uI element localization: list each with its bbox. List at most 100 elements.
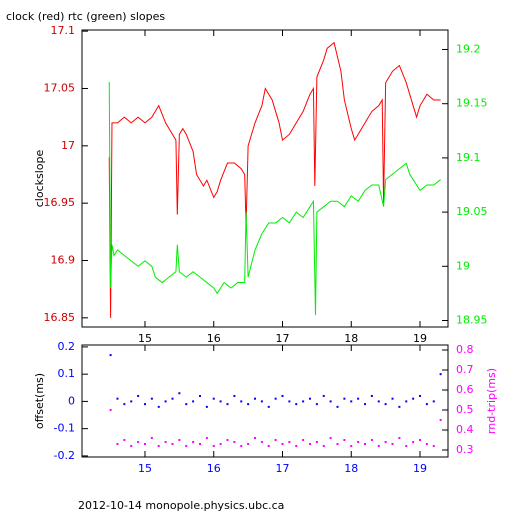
data-point [384, 441, 387, 443]
data-point [178, 439, 181, 441]
y2-tick-label: 0.7 [456, 363, 474, 376]
data-point [137, 441, 140, 443]
data-point [343, 397, 346, 400]
y-tick-label: 16.85 [44, 311, 76, 324]
y-tick-label: 0 [68, 394, 75, 407]
data-point [432, 445, 435, 447]
data-point [143, 443, 146, 445]
data-point [309, 443, 312, 445]
data-point [219, 400, 222, 403]
y2-tick-label: 19.05 [456, 205, 488, 218]
data-point [116, 397, 119, 400]
data-point [384, 403, 387, 406]
data-point [419, 439, 422, 441]
data-point [253, 437, 256, 439]
x-tick-label: 15 [138, 332, 152, 345]
data-point [281, 443, 284, 445]
x-tick-label: 16 [207, 332, 221, 345]
data-point [137, 394, 140, 397]
y-tick-label: 17.05 [44, 81, 76, 94]
data-point [240, 445, 243, 447]
data-point [295, 403, 298, 406]
data-point [233, 394, 236, 397]
data-point [377, 400, 380, 403]
data-point [192, 400, 195, 403]
data-point [157, 445, 160, 447]
y-tick-label: 17 [61, 139, 75, 152]
data-point [109, 409, 112, 411]
data-point [123, 439, 126, 441]
data-line [108, 82, 441, 316]
data-line [108, 41, 441, 318]
y-tick-label: -0.1 [54, 422, 75, 435]
data-point [192, 441, 195, 443]
data-point [329, 437, 332, 439]
data-point [315, 441, 318, 443]
data-point [309, 397, 312, 400]
data-point [274, 439, 277, 441]
data-point [247, 443, 250, 445]
y-axis-label: clockslope [33, 150, 46, 208]
x-tick-label: 15 [138, 462, 152, 475]
data-point [171, 397, 174, 400]
data-point [398, 405, 401, 408]
data-point [377, 445, 380, 447]
data-point [439, 419, 442, 421]
data-point [364, 403, 367, 406]
data-point [164, 400, 167, 403]
data-point [412, 441, 415, 443]
y-axis-label: offset(ms) [33, 373, 46, 429]
data-point [178, 392, 181, 395]
data-point [198, 443, 201, 445]
data-point [267, 445, 270, 447]
data-point [412, 397, 415, 400]
data-point [315, 403, 318, 406]
data-point [260, 441, 263, 443]
y2-tick-label: 0.6 [456, 383, 474, 396]
data-point [302, 400, 305, 403]
data-point [357, 441, 360, 443]
data-point [432, 400, 435, 403]
y2-tick-label: 19 [456, 259, 470, 272]
y2-tick-label: 0.4 [456, 423, 474, 436]
data-point [205, 405, 208, 408]
data-point [357, 397, 360, 400]
data-point [212, 445, 215, 447]
data-point [350, 445, 353, 447]
data-point [370, 439, 373, 441]
data-point [130, 445, 133, 447]
data-point [288, 400, 291, 403]
x-tick-label: 19 [413, 462, 427, 475]
data-point [240, 400, 243, 403]
data-point [322, 394, 325, 397]
x-tick-label: 18 [344, 462, 358, 475]
data-point [398, 437, 401, 439]
x-tick-label: 18 [344, 332, 358, 345]
data-point [364, 443, 367, 445]
chart-title: clock (red) rtc (green) slopes [6, 10, 165, 23]
data-point [419, 394, 422, 397]
data-point [302, 439, 305, 441]
data-point [281, 394, 284, 397]
x-tick-label: 16 [207, 462, 221, 475]
data-point [185, 445, 188, 447]
y-tick-label: 0.1 [58, 367, 76, 380]
data-point [226, 439, 229, 441]
data-point [329, 400, 332, 403]
data-point [391, 397, 394, 400]
data-point [405, 445, 408, 447]
data-point [212, 397, 215, 400]
data-point [171, 443, 174, 445]
x-tick-label: 17 [275, 332, 289, 345]
data-point [226, 403, 229, 406]
data-point [274, 397, 277, 400]
data-point [143, 403, 146, 406]
data-point [370, 394, 373, 397]
data-point [336, 443, 339, 445]
y2-tick-label: 19.1 [456, 151, 481, 164]
y2-tick-label: 19.15 [456, 97, 488, 110]
y2-tick-label: 0.5 [456, 403, 474, 416]
data-point [219, 443, 222, 445]
